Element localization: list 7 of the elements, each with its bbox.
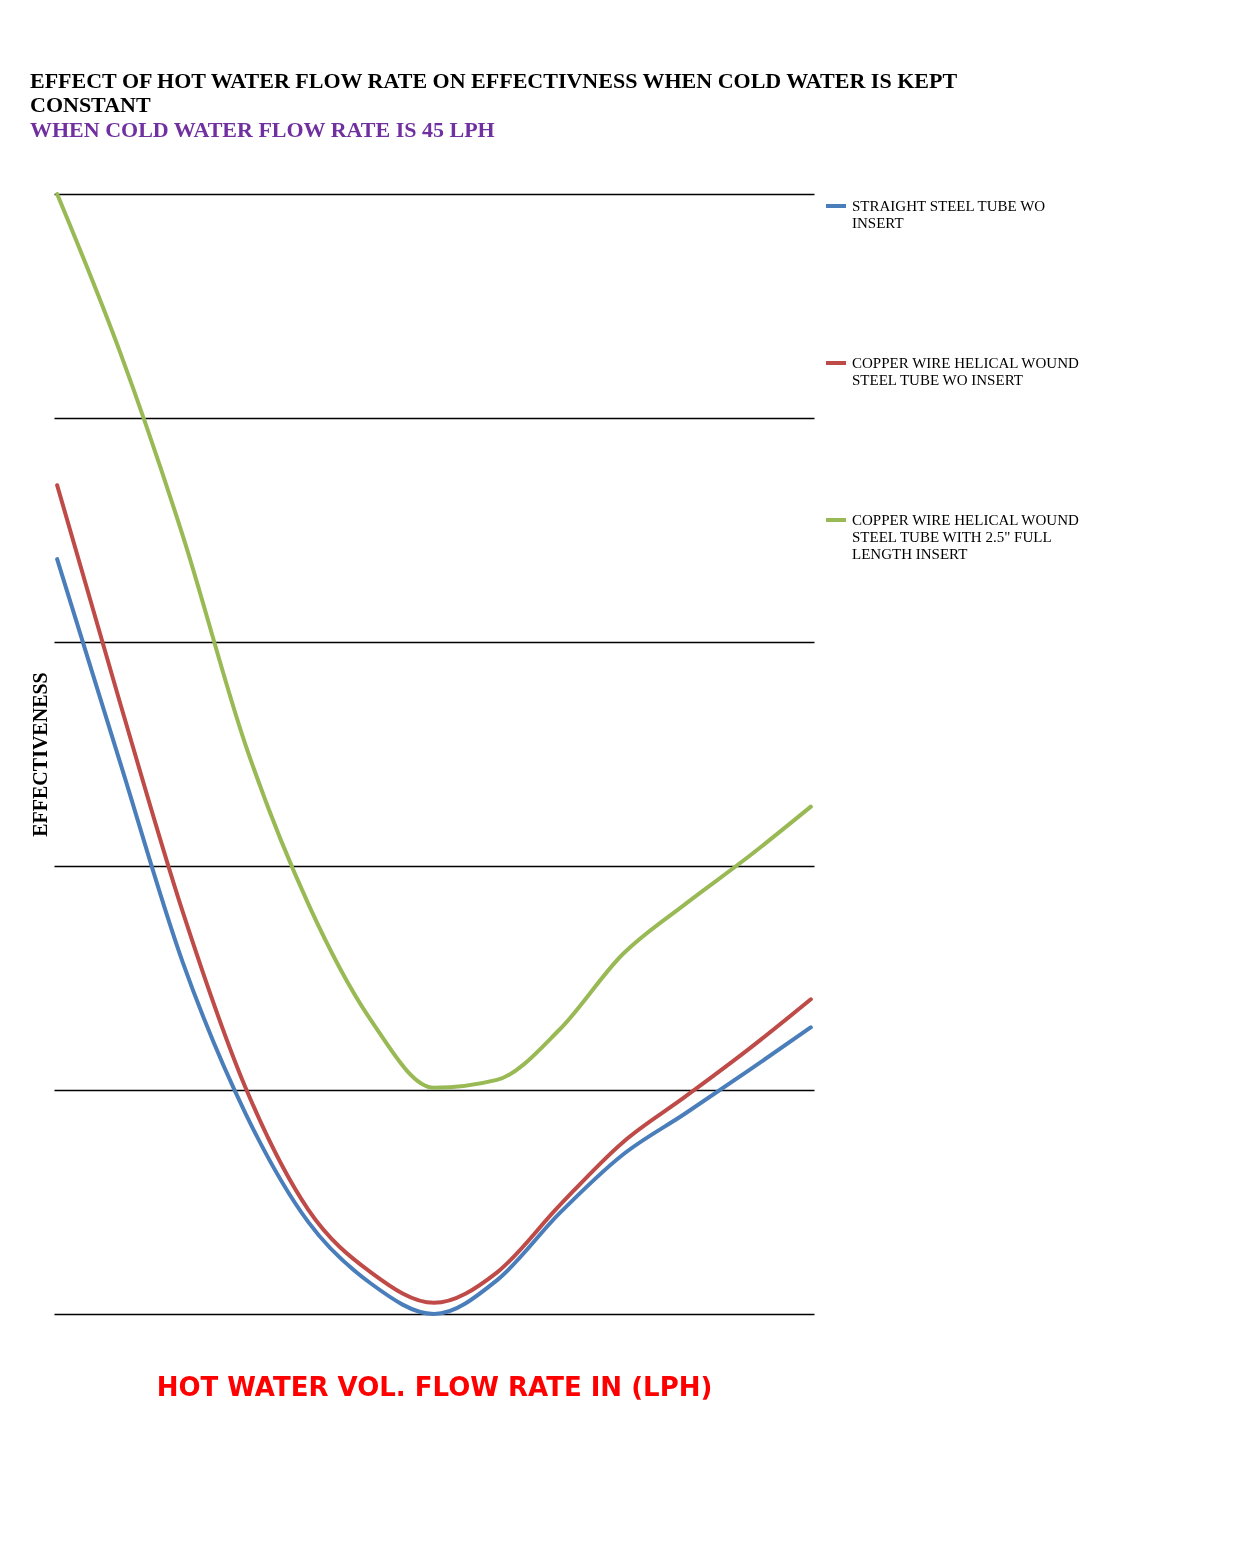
- chart-subtitle: WHEN COLD WATER FLOW RATE IS 45 LPH: [30, 117, 495, 142]
- y-axis-title: EFFECTIVENESS: [28, 672, 51, 837]
- legend-label: COPPER WIRE HELICAL WOUND STEEL TUBE WO INSERT: [852, 355, 1079, 388]
- x-axis-title: HOT WATER VOL. FLOW RATE IN (LPH): [156, 1371, 713, 1402]
- chart-title: EFFECT OF HOT WATER FLOW RATE ON EFFECTIVNESS WHEN COLD WATER IS KEPT CONSTANT: [30, 68, 958, 117]
- legend-label: STRAIGHT STEEL TUBE WO INSERT: [852, 198, 1046, 231]
- legend-label: COPPER WIRE HELICAL WOUND STEEL TUBE WITH 2.5" FULL LENGTH INSERT: [852, 512, 1079, 562]
